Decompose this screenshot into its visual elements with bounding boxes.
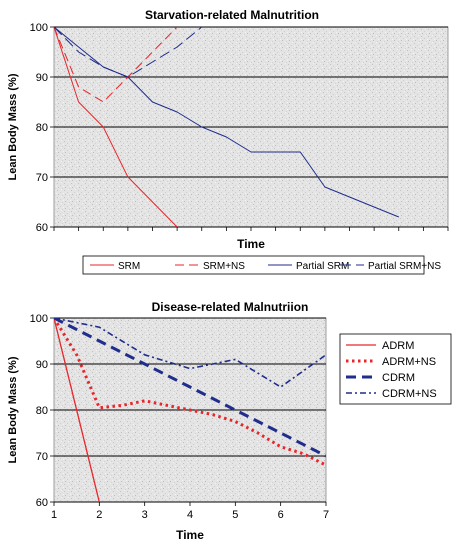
chart-title: Starvation-related Malnutrition (145, 8, 319, 22)
x-tick-label: 5 (232, 509, 238, 521)
y-tick-label: 80 (36, 122, 48, 134)
series-lines (54, 27, 399, 227)
legend-box (339, 333, 452, 405)
series-line-partial-srm-ns (54, 27, 203, 78)
legend: ADRM ADRM+NS CDRM CDRM+NS (339, 333, 452, 405)
legend-box (82, 255, 425, 275)
chart-title: Disease-related Malnutriion (152, 300, 309, 314)
series-line-srm-ns (54, 27, 178, 103)
x-tick-labels: 1 2 3 4 5 6 7 (51, 502, 329, 521)
legend-label-adrm-ns: ADRM+NS (382, 356, 436, 368)
gridlines (50, 26, 448, 228)
y-tick-label: 90 (36, 72, 48, 84)
series-line-cdrm-ns (54, 318, 326, 388)
x-tick-label: 4 (187, 509, 193, 521)
y-tick-label: 60 (36, 222, 48, 234)
y-tick-label: 70 (36, 172, 48, 184)
chart-disease: Disease-related Malnutriion 60708090100 … (7, 300, 452, 542)
y-axis-label: Lean Body Mass (%) (7, 73, 19, 180)
legend-label-srm-ns: SRM+NS (203, 261, 245, 272)
y-axis-label: Lean Body Mass (%) (7, 356, 19, 463)
legend-label-cdrm-ns: CDRM+NS (382, 388, 437, 400)
y-tick-label: 90 (36, 359, 48, 371)
x-axis-label: Time (176, 528, 204, 542)
legend-label-adrm: ADRM (382, 340, 414, 352)
x-tick-label: 3 (142, 509, 148, 521)
y-tick-label: 70 (36, 451, 48, 463)
x-tick-label: 7 (323, 509, 329, 521)
x-tick-marks (53, 227, 449, 231)
x-tick-label: 6 (278, 509, 284, 521)
legend-label-srm: SRM (118, 261, 140, 272)
legend-label-cdrm: CDRM (382, 372, 415, 384)
series-line-adrm (54, 318, 100, 502)
x-tick-label: 2 (96, 509, 102, 521)
x-tick-label: 1 (51, 509, 57, 521)
y-tick-label: 60 (36, 497, 48, 509)
legend-label-partial-srm-ns: Partial SRM+NS (368, 261, 441, 272)
series-lines (54, 318, 326, 502)
y-tick-labels: 60 70 80 90 100 (30, 22, 48, 234)
y-tick-label: 100 (30, 313, 48, 325)
chart-starvation: Starvation-related Malnutrition 60 70 80 90… (7, 8, 449, 275)
legend: SRM SRM+NS Partial SRM Partial SRM+NS (82, 255, 441, 275)
y-tick-labels: 60 70 80 90 100 (30, 313, 48, 509)
y-tick-label: 80 (36, 405, 48, 417)
y-tick-label: 100 (30, 22, 48, 34)
legend-label-partial-srm: Partial SRM (296, 261, 349, 272)
series-line-cdrm (54, 318, 326, 458)
series-line-adrm-ns (54, 318, 326, 467)
x-axis-label: Time (237, 237, 265, 251)
series-line-srm (54, 27, 178, 227)
